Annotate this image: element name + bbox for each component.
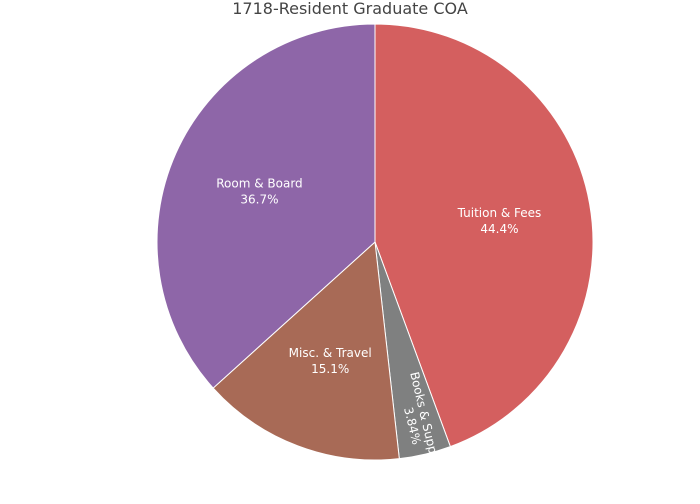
pie-label-room-board: Room & Board	[216, 177, 302, 191]
pie-percent-tuition-fees: 44.4%	[480, 222, 518, 236]
pie-percent-misc-travel: 15.1%	[311, 362, 349, 376]
chart-title: 1718-Resident Graduate COA	[232, 0, 468, 18]
pie-slice-tuition-fees[interactable]	[374, 23, 594, 448]
pie-label-tuition-fees: Tuition & Fees	[457, 206, 542, 220]
pie-percent-room-board: 36.7%	[240, 193, 278, 207]
pie-slice-misc-travel[interactable]	[212, 240, 400, 461]
pie-slice-room-board[interactable]	[156, 23, 376, 389]
pie-label-misc-travel: Misc. & Travel	[289, 346, 372, 360]
